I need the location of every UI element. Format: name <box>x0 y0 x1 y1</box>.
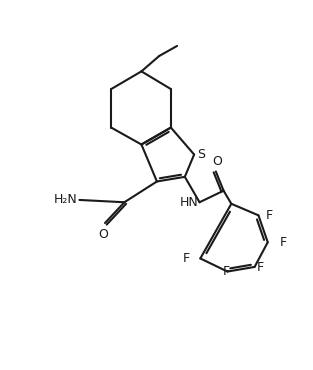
Text: O: O <box>99 228 108 240</box>
Text: F: F <box>257 261 264 274</box>
Text: HN: HN <box>180 196 199 209</box>
Text: F: F <box>266 209 273 222</box>
Text: F: F <box>222 265 229 278</box>
Text: F: F <box>182 252 189 265</box>
Text: F: F <box>280 236 287 249</box>
Text: S: S <box>197 148 205 161</box>
Text: H₂N: H₂N <box>54 194 78 206</box>
Text: O: O <box>213 155 222 168</box>
